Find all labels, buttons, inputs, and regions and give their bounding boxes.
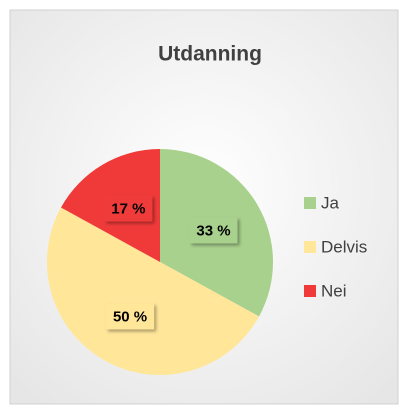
data-label: 50 % — [113, 308, 147, 325]
legend-label: Delvis — [321, 237, 367, 256]
data-label-box — [189, 217, 238, 244]
legend-swatch — [304, 241, 316, 253]
data-label: 17 % — [111, 200, 145, 217]
legend-swatch — [304, 197, 316, 209]
pie-slice — [46, 207, 260, 375]
legend-label: Nei — [321, 281, 347, 300]
data-label-box — [104, 195, 153, 222]
data-label-box — [106, 303, 155, 330]
legend-label: Ja — [321, 193, 340, 212]
data-label: 33 % — [196, 222, 230, 239]
chart-title: Utdanning — [158, 43, 262, 66]
legend-swatch — [304, 285, 316, 297]
